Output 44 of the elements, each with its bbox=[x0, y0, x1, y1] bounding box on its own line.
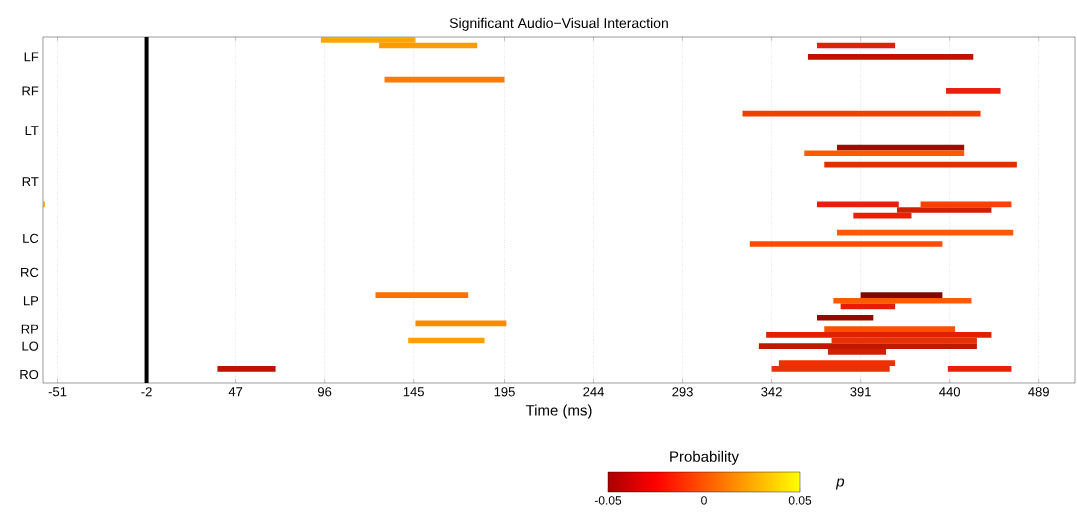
text: p bbox=[835, 478, 845, 490]
x-tick-label: 47 bbox=[228, 387, 243, 397]
x-tick-label: 489 bbox=[1028, 387, 1049, 397]
x-tick-label: 195 bbox=[494, 387, 515, 397]
y-tick-label: RF bbox=[22, 86, 39, 96]
bar bbox=[837, 229, 1014, 236]
y-tick-label: RP bbox=[21, 324, 39, 334]
y-tick-label: LO bbox=[22, 341, 39, 351]
bar bbox=[217, 365, 276, 372]
bar bbox=[749, 241, 943, 247]
bar bbox=[804, 150, 965, 157]
x-tick-label: -2 bbox=[141, 387, 152, 397]
color-bar-title: Probability bbox=[670, 450, 739, 465]
x-tick-label: 293 bbox=[672, 387, 693, 397]
bar bbox=[896, 207, 992, 213]
x-tick-label: 391 bbox=[850, 387, 871, 397]
y-tick-label: LC bbox=[23, 233, 39, 243]
bar bbox=[827, 348, 887, 355]
color-bar-label: -0.05 bbox=[594, 496, 622, 505]
x-tick-label: 342 bbox=[761, 387, 782, 397]
x-axis-title: Time (ms) bbox=[525, 404, 592, 419]
y-tick-label: RC bbox=[21, 267, 39, 277]
bar bbox=[375, 292, 469, 298]
color-bar-label: 0 bbox=[701, 496, 707, 505]
y-tick-label: LT bbox=[25, 126, 39, 136]
x-tick-label: 145 bbox=[403, 387, 424, 397]
x-tick-label: 440 bbox=[939, 387, 960, 397]
bar bbox=[833, 297, 972, 304]
chart-title: Significant Audio−Visual Interaction bbox=[449, 17, 668, 31]
bar bbox=[807, 54, 974, 60]
bar bbox=[920, 201, 1012, 208]
y-tick-label: LF bbox=[24, 52, 39, 62]
x-tick-label: -51 bbox=[48, 387, 67, 397]
bar bbox=[860, 292, 943, 298]
x-tick-label: 244 bbox=[583, 387, 604, 397]
bar bbox=[817, 314, 874, 321]
color-bar-label: 0.05 bbox=[788, 496, 812, 505]
x-tick-label: 96 bbox=[318, 387, 332, 397]
y-tick-label: LP bbox=[23, 296, 39, 306]
bar bbox=[766, 331, 992, 338]
y-tick-label: RT bbox=[22, 177, 39, 187]
bar bbox=[758, 343, 977, 349]
bar bbox=[824, 326, 956, 332]
y-tick-label: RO bbox=[20, 369, 39, 380]
